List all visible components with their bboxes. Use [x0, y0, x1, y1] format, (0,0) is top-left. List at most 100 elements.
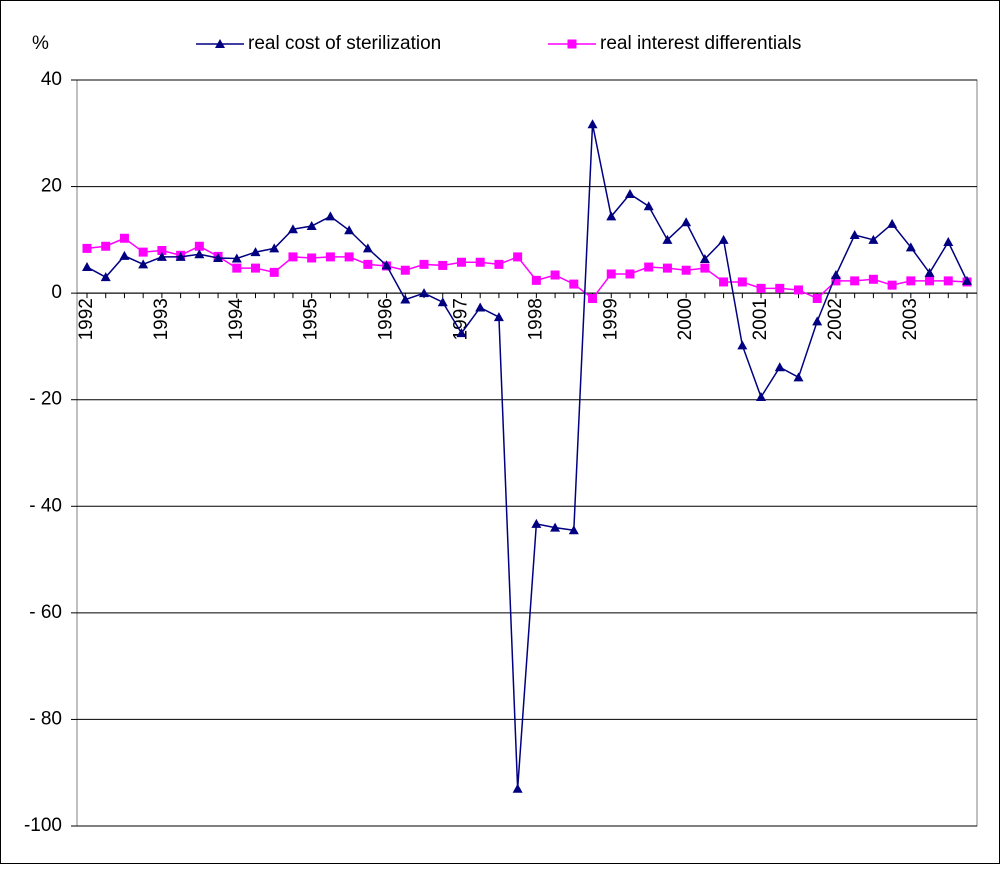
point [156, 251, 167, 261]
point [662, 263, 672, 273]
point [606, 269, 616, 279]
point [644, 262, 654, 272]
x-tick-label: 2001 [750, 298, 771, 340]
point [756, 392, 767, 402]
point [475, 257, 485, 267]
point [812, 316, 823, 326]
point [400, 294, 411, 304]
point [887, 218, 898, 228]
x-tick-label: 1993 [151, 298, 172, 340]
point [119, 250, 130, 260]
point [232, 263, 242, 273]
point [643, 201, 654, 211]
point [306, 221, 317, 231]
point [325, 211, 336, 221]
legend-label: real cost of sterilization [248, 33, 441, 54]
point [943, 276, 953, 286]
point [251, 263, 261, 273]
point [531, 518, 542, 528]
point [307, 253, 317, 263]
point [419, 259, 429, 269]
point [550, 522, 561, 532]
point [138, 247, 148, 257]
point [269, 243, 280, 253]
point [175, 251, 186, 261]
x-tick-label: 1994 [226, 298, 247, 341]
point [606, 211, 617, 221]
legend-label: real interest differentials [600, 33, 801, 54]
point [775, 283, 785, 293]
point [774, 362, 785, 372]
point [288, 252, 298, 262]
point [699, 254, 710, 264]
point [101, 241, 111, 251]
point [830, 270, 841, 280]
x-tick-label: 1998 [525, 298, 546, 340]
point [325, 252, 335, 262]
point [625, 269, 635, 279]
point [943, 236, 954, 246]
point [550, 270, 560, 280]
x-tick-label: 2000 [675, 298, 696, 340]
point [587, 119, 598, 129]
point [269, 267, 279, 277]
legend-marker [567, 39, 577, 49]
point [194, 249, 205, 259]
point [381, 260, 392, 270]
point [344, 252, 354, 262]
point [119, 233, 129, 243]
point [812, 293, 822, 303]
point [456, 328, 467, 338]
point [475, 302, 486, 312]
point [138, 259, 149, 269]
point [850, 276, 860, 286]
point [213, 252, 224, 262]
point [287, 224, 298, 234]
y-tick-label: - 40 [29, 495, 62, 516]
point [831, 276, 841, 286]
point [681, 265, 691, 275]
point [868, 274, 878, 284]
point [82, 262, 92, 272]
point [962, 275, 972, 285]
x-tick-label: 1992 [76, 298, 97, 340]
point [231, 253, 242, 263]
y-tick-label: - 80 [29, 708, 62, 729]
x-tick-label: 1997 [450, 298, 471, 340]
point [569, 279, 579, 289]
y-tick-label: -100 [24, 815, 62, 836]
y-tick-label: - 60 [29, 602, 62, 623]
point [250, 247, 261, 257]
x-tick-label: 1995 [301, 298, 322, 340]
y-tick-label: - 20 [29, 389, 62, 410]
point [419, 288, 430, 298]
point [82, 243, 92, 253]
point [194, 241, 204, 251]
point [793, 372, 804, 382]
point [681, 217, 692, 227]
point [400, 265, 410, 275]
y-tick-label: 0 [51, 282, 62, 303]
point [849, 230, 860, 240]
point [531, 275, 541, 285]
point [700, 263, 710, 273]
point [438, 260, 448, 270]
point [568, 525, 579, 535]
point [905, 242, 916, 252]
point [157, 246, 167, 256]
point [344, 225, 355, 235]
point [719, 277, 729, 287]
point [793, 285, 803, 295]
y-axis-label: % [32, 33, 49, 54]
point [362, 243, 373, 253]
point [363, 259, 373, 269]
y-tick-label: 40 [41, 69, 62, 90]
y-tick-label: 20 [41, 176, 62, 197]
series-line [86, 124, 968, 789]
point [887, 280, 897, 290]
x-tick-label: 1996 [376, 298, 397, 340]
point [718, 234, 729, 244]
point [737, 340, 748, 350]
